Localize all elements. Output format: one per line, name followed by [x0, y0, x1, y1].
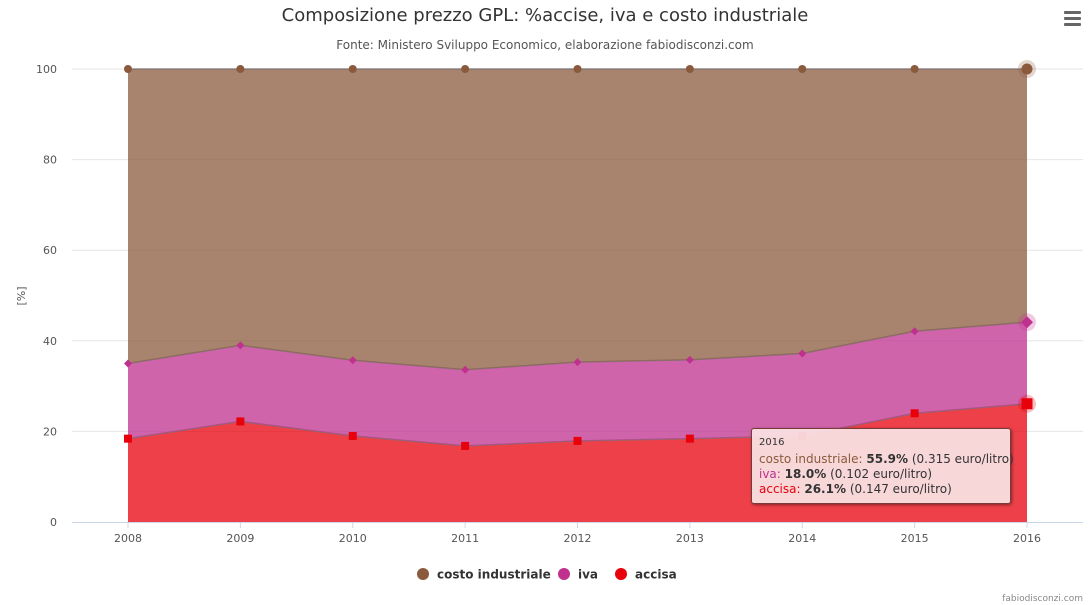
legend-item-iva[interactable]: iva — [558, 568, 598, 582]
chart-subtitle: Fonte: Ministero Sviluppo Economico, ela… — [336, 38, 753, 52]
tooltip-row-accisa: accisa: 26.1% (0.147 euro/litro) — [759, 482, 1003, 497]
x-tick-label: 2010 — [339, 532, 367, 545]
point-iva-2016[interactable] — [1021, 316, 1033, 329]
tooltip-series-name: accisa — [759, 482, 797, 496]
tooltip-separator: : — [858, 452, 867, 466]
y-axis: 0 20 40 60 80 100 — [36, 63, 57, 529]
point-iva-2010[interactable] — [348, 356, 357, 365]
y-tick-label: 0 — [50, 516, 57, 529]
point-iva-2009[interactable] — [236, 341, 245, 350]
point-costo-industriale-2010[interactable] — [348, 65, 357, 73]
x-tick-label: 2015 — [901, 532, 929, 545]
point-iva-2014[interactable] — [798, 349, 807, 358]
tooltip-percent: 55.9% — [866, 452, 909, 466]
legend-symbol — [417, 568, 429, 580]
point-iva-2015[interactable] — [910, 327, 919, 336]
x-tick-label: 2008 — [114, 532, 142, 545]
tooltip-detail: (0.315 euro/litro) — [908, 452, 1014, 466]
point-costo-industriale-2011[interactable] — [461, 65, 470, 73]
tooltip-row-costo-industriale: costo industriale: 55.9% (0.315 euro/lit… — [759, 452, 1014, 467]
point-costo-industriale-2012[interactable] — [573, 65, 582, 73]
point-iva-2012[interactable] — [573, 358, 582, 367]
x-tick-label: 2012 — [564, 532, 592, 545]
legend-label: costo industriale — [437, 568, 551, 582]
y-tick-label: 80 — [43, 154, 57, 167]
chart-title: Composizione prezzo GPL: %accise, iva e … — [282, 5, 809, 26]
credits-link[interactable]: fabiodisconzi.com — [1002, 594, 1083, 604]
point-costo-industriale-2015[interactable] — [910, 65, 919, 73]
point-costo-industriale-2009[interactable] — [236, 65, 245, 73]
x-tick-label: 2016 — [1013, 532, 1041, 545]
tooltip-header: 2016 — [759, 437, 785, 448]
x-axis: 2008 2009 2010 2011 2012 2013 2014 2015 2016 — [72, 522, 1083, 545]
x-tick-label: 2014 — [788, 532, 816, 545]
x-tick-label: 2013 — [676, 532, 704, 545]
area-costo-industriale — [128, 69, 1027, 370]
hamburger-menu-icon[interactable] — [1060, 8, 1084, 30]
legend-label: iva — [578, 568, 598, 582]
legend-symbol — [558, 568, 570, 580]
y-axis-title: [%] — [15, 286, 28, 305]
tooltip: 2016 costo industriale: 55.9% (0.315 eur… — [751, 428, 1014, 504]
legend-label: accisa — [635, 568, 677, 582]
point-accisa-2016[interactable] — [1021, 398, 1033, 410]
tooltip-row-iva: iva: 18.0% (0.102 euro/litro) — [759, 467, 1003, 482]
point-accisa-2013[interactable] — [685, 434, 694, 443]
x-tick-label: 2011 — [451, 532, 479, 545]
tooltip-percent: 18.0% — [784, 467, 827, 481]
point-accisa-2011[interactable] — [461, 441, 470, 450]
y-tick-label: 100 — [36, 63, 57, 76]
legend-item-accisa[interactable]: accisa — [615, 568, 677, 582]
y-tick-label: 20 — [43, 425, 57, 438]
x-tick-label: 2009 — [226, 532, 254, 545]
tooltip-separator: : — [796, 482, 805, 496]
tooltip-detail: (0.102 euro/litro) — [826, 467, 933, 481]
point-costo-industriale-2013[interactable] — [685, 65, 694, 73]
tooltip-separator: : — [776, 467, 785, 481]
tooltip-percent: 26.1% — [804, 482, 846, 496]
legend: costo industriale iva accisa — [417, 568, 677, 582]
point-accisa-2015[interactable] — [910, 409, 919, 418]
tooltip-rows: costo industriale: 55.9% (0.315 euro/lit… — [759, 452, 1014, 497]
point-iva-2008[interactable] — [124, 359, 132, 368]
point-costo-industriale-2016[interactable] — [1021, 63, 1033, 75]
point-accisa-2009[interactable] — [236, 417, 245, 426]
point-iva-2013[interactable] — [685, 355, 694, 364]
legend-symbol — [615, 568, 627, 580]
point-accisa-2008[interactable] — [124, 434, 132, 443]
legend-item-costo-industriale[interactable]: costo industriale — [417, 568, 551, 582]
y-tick-label: 40 — [43, 335, 57, 348]
tooltip-detail: (0.147 euro/litro) — [846, 482, 952, 496]
point-costo-industriale-2008[interactable] — [124, 65, 132, 73]
y-tick-label: 60 — [43, 244, 57, 257]
tooltip-series-name: costo industriale — [759, 452, 859, 466]
point-accisa-2012[interactable] — [573, 436, 582, 445]
area-iva — [128, 322, 1027, 446]
point-iva-2011[interactable] — [461, 365, 470, 374]
point-costo-industriale-2014[interactable] — [798, 65, 807, 73]
tooltip-series-name: iva — [759, 467, 777, 481]
point-accisa-2010[interactable] — [348, 431, 357, 440]
